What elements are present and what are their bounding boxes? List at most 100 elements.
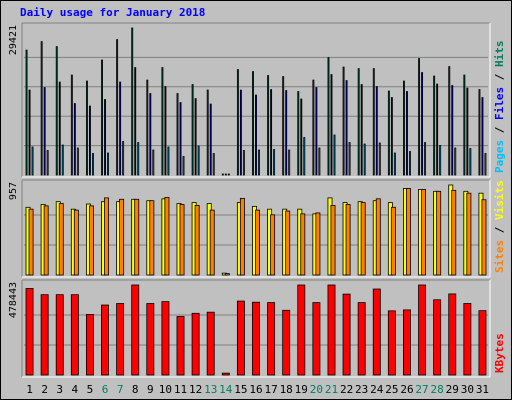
- bar-sites-22: [345, 204, 351, 276]
- bar-pages-18: [288, 149, 291, 176]
- bar-pages-17: [273, 149, 276, 176]
- bar-sites-14: [224, 273, 230, 276]
- bar-sites-30: [466, 192, 472, 276]
- bar-kbytes-14: [221, 372, 230, 376]
- bar-pages-22: [348, 142, 351, 176]
- panels-layer: 29421 Pages / Files / Hits 957 Sites / Visi…: [8, 22, 506, 378]
- bar-sites-31: [481, 199, 487, 276]
- bar-files-23: [360, 84, 363, 176]
- bar-pages-11: [182, 156, 185, 176]
- x-tick-label: 16: [249, 383, 262, 396]
- x-tick-label: 8: [132, 383, 139, 396]
- bar-files-3: [58, 81, 61, 176]
- bar-pages-12: [197, 145, 200, 176]
- bar-hits-24: [372, 68, 375, 176]
- bar-files-8: [134, 67, 137, 176]
- x-tick-label: 30: [461, 383, 474, 396]
- bar-pages-15: [242, 150, 245, 176]
- bar-kbytes-27: [418, 284, 427, 376]
- x-tick-label: 13: [204, 383, 217, 396]
- bar-kbytes-10: [161, 301, 170, 376]
- bar-pages-13: [212, 153, 215, 176]
- panel-legend: Pages / Files / Hits: [493, 41, 506, 174]
- bar-kbytes-18: [282, 309, 291, 376]
- bar-pages-25: [393, 152, 396, 176]
- bar-files-5: [88, 105, 91, 176]
- bar-sites-4: [73, 209, 79, 276]
- x-tick-label: 20: [310, 383, 323, 396]
- bar-sites-9: [149, 200, 155, 276]
- x-axis: 1 2 3 4 5 6 7 8 9 10 11 12 13 14 15 16 17 18 19 20 21 22 23 24 2…: [26, 383, 489, 396]
- bar-hits-8: [131, 27, 134, 176]
- bar-hits-28: [433, 75, 436, 176]
- bar-hits-20: [312, 79, 315, 176]
- bar-kbytes-21: [327, 284, 336, 376]
- bar-sites-7: [119, 198, 125, 276]
- bar-files-2: [43, 87, 46, 176]
- panel-hits_files_pages: 29421 Pages / Files / Hits: [8, 22, 506, 178]
- bar-files-21: [330, 74, 333, 176]
- panel-sites_visits: 957 Sites / Visits: [8, 179, 506, 278]
- bar-pages-10: [167, 146, 170, 176]
- bar-sites-1: [28, 208, 34, 276]
- bar-hits-17: [267, 75, 270, 176]
- bar-files-14: [224, 173, 227, 176]
- bar-files-4: [73, 103, 76, 176]
- bar-hits-14: [221, 173, 224, 176]
- bar-pages-14: [227, 173, 230, 176]
- bar-pages-7: [122, 141, 125, 176]
- x-tick-label: 29: [446, 383, 459, 396]
- bar-pages-28: [439, 145, 442, 176]
- bar-pages-1: [31, 146, 34, 176]
- bar-hits-6: [101, 59, 103, 176]
- bar-kbytes-13: [206, 311, 215, 376]
- x-tick-label: 31: [476, 383, 489, 396]
- x-tick-label: 24: [370, 383, 384, 396]
- panel-max-label: 957: [8, 182, 19, 200]
- bar-hits-26: [403, 80, 405, 176]
- legend-hits: Hits: [493, 41, 506, 68]
- bar-hits-27: [418, 58, 421, 176]
- x-tick-label: 25: [385, 383, 398, 396]
- bar-pages-16: [258, 149, 260, 176]
- bar-sites-19: [300, 213, 306, 276]
- bar-pages-19: [303, 137, 306, 176]
- bar-hits-10: [161, 67, 164, 176]
- x-tick-label: 27: [415, 383, 428, 396]
- bar-hits-21: [327, 57, 330, 176]
- panel-legend: Sites / Visits: [493, 180, 506, 273]
- bar-files-18: [285, 90, 288, 176]
- bar-files-9: [149, 93, 152, 176]
- bar-kbytes-7: [116, 303, 125, 376]
- bar-files-22: [345, 80, 348, 176]
- bar-kbytes-31: [478, 310, 487, 376]
- bar-files-29: [451, 85, 454, 176]
- bar-sites-15: [239, 197, 245, 276]
- panel-legend: KBytes: [493, 333, 506, 373]
- bar-kbytes-26: [403, 309, 411, 376]
- bar-sites-8: [134, 198, 140, 276]
- bar-hits-23: [357, 68, 360, 176]
- bar-hits-5: [85, 80, 88, 176]
- x-tick-label: 19: [295, 383, 308, 396]
- bar-files-13: [209, 103, 212, 176]
- bar-files-25: [390, 97, 393, 176]
- bar-hits-13: [206, 89, 209, 176]
- x-tick-label: 7: [117, 383, 124, 396]
- bar-hits-16: [252, 71, 254, 176]
- bar-kbytes-9: [146, 303, 155, 376]
- bar-pages-21: [333, 134, 336, 176]
- x-tick-label: 2: [41, 383, 48, 396]
- bar-kbytes-11: [176, 316, 185, 376]
- x-tick-label: 23: [355, 383, 368, 396]
- bar-kbytes-3: [55, 294, 64, 376]
- x-tick-label: 6: [102, 383, 109, 396]
- bar-hits-9: [146, 79, 149, 176]
- bar-pages-8: [137, 142, 140, 176]
- bar-sites-25: [390, 206, 396, 276]
- bar-sites-13: [209, 209, 215, 276]
- bar-hits-19: [297, 91, 300, 176]
- bar-files-19: [300, 98, 303, 176]
- bar-kbytes-22: [342, 293, 351, 376]
